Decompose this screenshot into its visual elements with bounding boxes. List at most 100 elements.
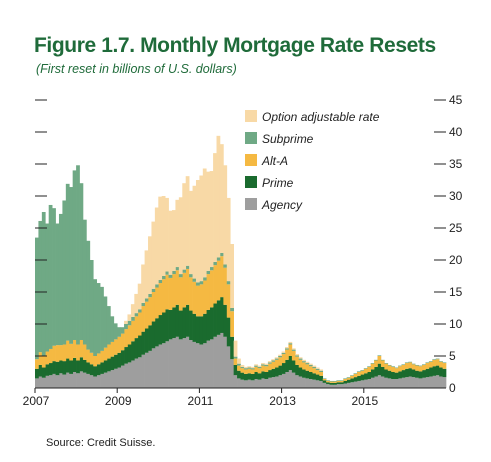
data-bar bbox=[154, 284, 159, 288]
data-bar bbox=[278, 357, 282, 366]
x-tick-label: 2009 bbox=[105, 394, 132, 408]
data-bar bbox=[172, 270, 176, 275]
data-bar bbox=[216, 257, 221, 261]
data-bar bbox=[79, 183, 84, 340]
data-bar bbox=[254, 372, 258, 380]
data-bar bbox=[281, 373, 286, 388]
data-bar bbox=[58, 345, 63, 361]
data-bar bbox=[226, 197, 231, 282]
data-bar bbox=[189, 190, 193, 275]
data-bar bbox=[312, 366, 317, 369]
data-bar bbox=[288, 344, 293, 356]
data-bar bbox=[295, 354, 300, 356]
data-bar bbox=[264, 363, 269, 365]
data-bar bbox=[202, 168, 207, 278]
data-bar bbox=[117, 352, 121, 368]
data-bar bbox=[154, 318, 159, 347]
data-bar bbox=[209, 270, 214, 308]
data-bar bbox=[96, 375, 101, 388]
data-bar bbox=[182, 272, 187, 308]
data-bar bbox=[257, 365, 262, 367]
data-bar bbox=[428, 361, 433, 368]
data-bar bbox=[404, 362, 409, 364]
data-bar bbox=[247, 379, 252, 388]
data-bar bbox=[281, 354, 286, 364]
data-bar bbox=[254, 365, 258, 367]
data-bar bbox=[172, 210, 176, 271]
y-tick-label: 20 bbox=[449, 253, 463, 267]
data-bar bbox=[89, 260, 94, 353]
data-bar bbox=[178, 197, 183, 275]
data-bar bbox=[79, 340, 84, 358]
data-bar bbox=[425, 377, 430, 388]
data-bar bbox=[175, 304, 180, 337]
data-bar bbox=[189, 277, 193, 311]
data-bar bbox=[332, 380, 337, 382]
data-bar bbox=[106, 344, 111, 359]
data-bar bbox=[165, 271, 169, 275]
data-bar bbox=[398, 371, 402, 379]
data-bar bbox=[274, 359, 279, 368]
data-bar bbox=[93, 279, 97, 356]
data-bar bbox=[168, 210, 173, 275]
data-bar bbox=[202, 277, 207, 281]
data-bar bbox=[178, 310, 183, 340]
data-bar bbox=[141, 264, 145, 303]
data-bar bbox=[422, 370, 426, 378]
data-bar bbox=[257, 373, 262, 380]
data-bar bbox=[336, 380, 341, 383]
data-bar bbox=[394, 372, 399, 380]
y-tick-label: 15 bbox=[449, 285, 463, 299]
data-bar bbox=[134, 316, 139, 339]
data-bar bbox=[223, 336, 228, 388]
data-bar bbox=[195, 285, 200, 317]
data-bar bbox=[137, 357, 142, 388]
data-bar bbox=[182, 269, 187, 273]
data-bar bbox=[52, 208, 56, 346]
data-bar bbox=[103, 347, 108, 361]
data-bar bbox=[374, 360, 378, 367]
data-bar bbox=[148, 297, 152, 326]
data-bar bbox=[86, 349, 91, 363]
data-bar bbox=[384, 363, 389, 370]
data-bar bbox=[291, 372, 296, 388]
y-tick-label: 0 bbox=[449, 381, 456, 395]
data-bar bbox=[103, 360, 108, 373]
data-bar bbox=[343, 378, 348, 380]
data-bar bbox=[291, 348, 296, 350]
data-bar bbox=[48, 348, 53, 364]
data-bar bbox=[223, 267, 228, 305]
data-bar bbox=[377, 355, 382, 356]
legend-swatch bbox=[245, 110, 257, 122]
data-bar bbox=[309, 379, 313, 388]
data-bar bbox=[38, 220, 43, 353]
data-bar bbox=[322, 380, 327, 383]
data-bar bbox=[404, 377, 409, 388]
series-option-adjustable-rate bbox=[124, 135, 324, 371]
data-bar bbox=[199, 344, 204, 388]
data-bar bbox=[411, 377, 416, 388]
data-bar bbox=[48, 375, 53, 388]
data-bar bbox=[257, 379, 262, 388]
data-bar bbox=[326, 380, 330, 383]
data-bar bbox=[380, 366, 385, 377]
data-bar bbox=[148, 350, 152, 388]
data-bar bbox=[226, 346, 231, 388]
data-bar bbox=[158, 196, 163, 280]
data-bar bbox=[96, 364, 101, 376]
data-bar bbox=[216, 334, 221, 388]
data-bar bbox=[230, 359, 234, 388]
data-bar bbox=[435, 375, 440, 388]
data-bar bbox=[69, 373, 74, 388]
data-bar bbox=[243, 366, 248, 369]
data-bar bbox=[240, 372, 245, 380]
data-bar bbox=[422, 377, 426, 388]
data-bar bbox=[237, 363, 241, 366]
data-bar bbox=[130, 304, 135, 317]
data-bar bbox=[428, 361, 433, 362]
data-bar bbox=[82, 219, 87, 345]
data-bar bbox=[120, 327, 125, 334]
data-bar bbox=[165, 309, 169, 342]
data-bar bbox=[100, 350, 104, 363]
data-bar bbox=[113, 323, 118, 340]
